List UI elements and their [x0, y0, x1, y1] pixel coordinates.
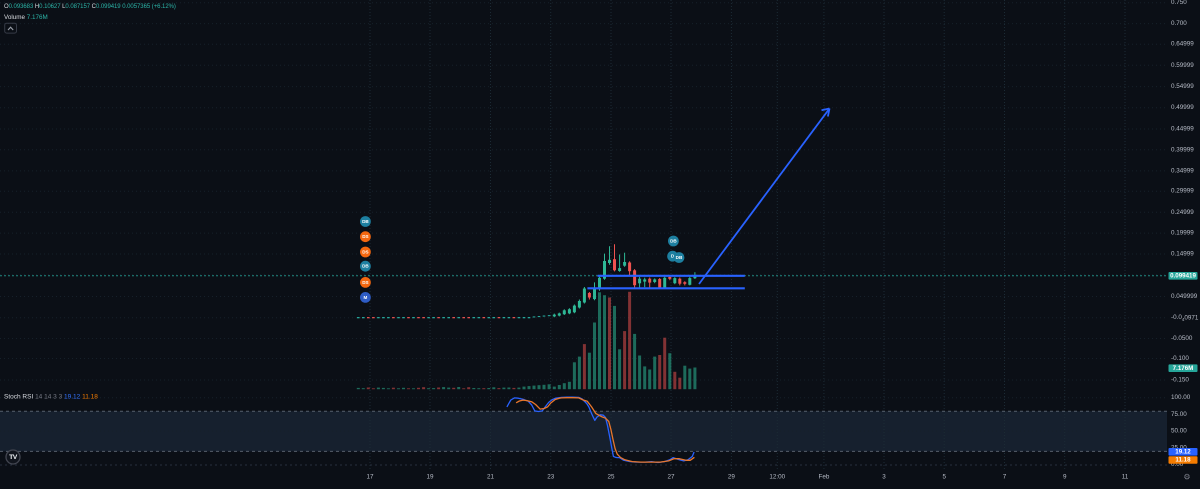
svg-text:7: 7 — [1003, 474, 1007, 481]
svg-text:11: 11 — [1122, 474, 1129, 481]
svg-text:17: 17 — [366, 474, 374, 481]
svg-text:100.00: 100.00 — [1171, 394, 1191, 401]
svg-text:M: M — [363, 295, 367, 300]
svg-text:TV: TV — [9, 454, 18, 461]
svg-text:7.176M: 7.176M — [1173, 365, 1194, 372]
svg-text:0.24999: 0.24999 — [1171, 209, 1194, 216]
svg-text:DB: DB — [362, 264, 369, 269]
svg-text:21: 21 — [487, 474, 495, 481]
svg-text:11.18: 11.18 — [1175, 457, 1191, 464]
svg-text:0.099419: 0.099419 — [1170, 273, 1196, 280]
svg-text:-0.0500: -0.0500 — [1171, 335, 1193, 342]
svg-text:0.59999: 0.59999 — [1171, 62, 1194, 69]
svg-text:0.14999: 0.14999 — [1171, 251, 1194, 258]
svg-text:O0.093683 H0.10627 L0.087157 C: O0.093683 H0.10627 L0.087157 C0.099419 0… — [4, 4, 176, 10]
svg-text:0.29999: 0.29999 — [1171, 188, 1194, 195]
svg-text:0.00: 0.00 — [1171, 461, 1184, 468]
svg-text:DB: DB — [670, 239, 677, 244]
svg-text:19: 19 — [426, 474, 434, 481]
svg-text:-0.040971: -0.040971 — [1171, 314, 1199, 322]
svg-text:27: 27 — [667, 474, 675, 481]
svg-text:DS: DS — [362, 250, 368, 255]
svg-text:29: 29 — [728, 474, 736, 481]
svg-text:DS: DS — [362, 280, 368, 285]
svg-text:DB: DB — [676, 255, 683, 260]
svg-text:23: 23 — [547, 474, 555, 481]
svg-text:Stoch RSI 14 14 3 3 19.12 11.1: Stoch RSI 14 14 3 3 19.12 11.18 — [4, 393, 98, 400]
svg-text:50.00: 50.00 — [1171, 428, 1187, 435]
svg-text:25: 25 — [607, 474, 615, 481]
svg-text:12:00: 12:00 — [769, 474, 785, 481]
svg-text:5: 5 — [942, 474, 946, 481]
svg-text:0.700: 0.700 — [1171, 20, 1187, 27]
svg-text:⚙: ⚙ — [1183, 473, 1190, 482]
svg-text:0.19999: 0.19999 — [1171, 230, 1194, 237]
svg-text:Volume 7.176M: Volume 7.176M — [4, 13, 48, 20]
svg-text:0.44999: 0.44999 — [1171, 126, 1194, 133]
svg-text:3: 3 — [882, 474, 886, 481]
svg-text:Feb: Feb — [818, 474, 829, 481]
svg-text:0.64999: 0.64999 — [1171, 41, 1194, 48]
svg-text:9: 9 — [1063, 474, 1067, 481]
svg-text:0.49999: 0.49999 — [1171, 104, 1194, 111]
svg-text:19.12: 19.12 — [1175, 449, 1191, 456]
svg-text:DB: DB — [362, 219, 369, 224]
svg-text:25.00: 25.00 — [1171, 444, 1187, 451]
svg-text:0.39999: 0.39999 — [1171, 146, 1194, 153]
svg-text:0.750: 0.750 — [1171, 0, 1187, 6]
svg-text:0.54999: 0.54999 — [1171, 83, 1194, 90]
svg-text:DS: DS — [362, 234, 368, 239]
svg-text:-0.150: -0.150 — [1171, 377, 1189, 384]
svg-text:0.34999: 0.34999 — [1171, 167, 1194, 174]
svg-text:75.00: 75.00 — [1171, 411, 1187, 418]
svg-text:0.049999: 0.049999 — [1171, 293, 1198, 300]
svg-text:D: D — [671, 254, 675, 259]
svg-text:-0.100: -0.100 — [1171, 355, 1189, 362]
